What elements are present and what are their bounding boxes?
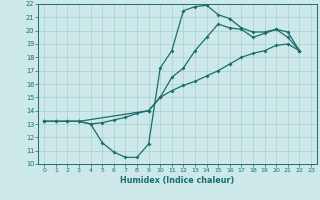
X-axis label: Humidex (Indice chaleur): Humidex (Indice chaleur)	[120, 176, 235, 185]
